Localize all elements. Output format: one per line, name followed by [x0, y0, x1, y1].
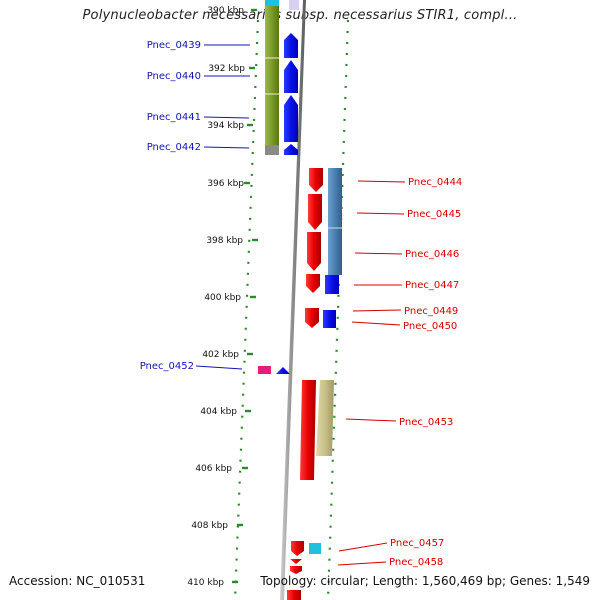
tick-label-392: 392 kbp: [208, 64, 245, 74]
cds-pnec-0457: [291, 541, 304, 556]
label-pnec-0441: Pnec_0441: [147, 112, 201, 123]
cds-pnec-0441: [284, 95, 298, 142]
lavender-block-top: [289, 0, 299, 10]
tick-label-394: 394 kbp: [207, 121, 244, 131]
cds-pnec-0447b: [325, 275, 339, 294]
cds-pnec-0452: [276, 367, 290, 374]
cds-pnec-0450: [323, 310, 336, 328]
label-pnec-0450: Pnec_0450: [403, 321, 457, 332]
label-pnec-0444: Pnec_0444: [408, 177, 462, 188]
tick-label-410: 410 kbp: [187, 578, 224, 588]
label-pnec-0447: Pnec_0447: [405, 280, 459, 291]
cds-pnec-0445: [308, 194, 322, 230]
label-pnec-0446: Pnec_0446: [405, 249, 459, 260]
cds-pnec-0444: [309, 168, 323, 192]
cds-pnec-0446: [307, 232, 321, 271]
accession-text: Accession: NC_010531: [9, 574, 146, 588]
tick-label-404: 404 kbp: [200, 407, 237, 417]
genome-backbone: [280, 0, 306, 600]
gray-block: [265, 145, 279, 155]
cds-pnec-0458b: [290, 566, 302, 574]
steel-block: [328, 168, 342, 275]
left-gene-labels: Pnec_0439 Pnec_0440 Pnec_0441 Pnec_0442 …: [140, 40, 250, 372]
reverse-strand-features: [287, 168, 342, 600]
label-pnec-0449: Pnec_0449: [404, 306, 458, 317]
olive-block: [265, 0, 279, 145]
right-gene-labels: Pnec_0444 Pnec_0445 Pnec_0446 Pnec_0447 …: [337, 177, 462, 568]
cds-pnec-0458a: [290, 559, 302, 564]
cyan-block-bottom: [309, 543, 321, 554]
tick-label-396: 396 kbp: [207, 179, 244, 189]
kbp-axis: 390 kbp 392 kbp 394 kbp 396 kbp 398 kbp …: [187, 6, 258, 588]
tick-label-408: 408 kbp: [191, 521, 228, 531]
cds-pnec-0453a: [300, 380, 316, 480]
label-pnec-0458: Pnec_0458: [389, 557, 443, 568]
label-pnec-0442: Pnec_0442: [147, 142, 201, 153]
tick-label-390: 390 kbp: [207, 6, 244, 16]
cds-pnec-0439: [284, 33, 298, 58]
red-block-bottom: [287, 590, 301, 600]
label-pnec-0457: Pnec_0457: [390, 538, 444, 549]
forward-strand-features: [258, 0, 299, 374]
label-pnec-0452: Pnec_0452: [140, 361, 194, 372]
cds-pnec-0442: [284, 144, 298, 155]
cds-pnec-0453b: [316, 380, 334, 456]
magenta-block: [258, 366, 271, 374]
tick-label-398: 398 kbp: [206, 236, 243, 246]
cds-pnec-0447: [306, 274, 320, 293]
tick-label-406: 406 kbp: [195, 464, 232, 474]
label-pnec-0440: Pnec_0440: [147, 71, 201, 82]
topology-text: Topology: circular; Length: 1,560,469 bp…: [260, 574, 590, 588]
cds-pnec-0440: [284, 60, 298, 93]
label-pnec-0453: Pnec_0453: [399, 417, 453, 428]
label-pnec-0439: Pnec_0439: [147, 40, 201, 51]
label-pnec-0445: Pnec_0445: [407, 209, 461, 220]
tick-label-400: 400 kbp: [204, 293, 241, 303]
tick-label-402: 402 kbp: [202, 350, 239, 360]
map-title: Polynucleobacter necessarius subsp. nece…: [82, 8, 518, 23]
cds-pnec-0449: [305, 308, 319, 328]
cyan-block-top: [265, 0, 279, 6]
